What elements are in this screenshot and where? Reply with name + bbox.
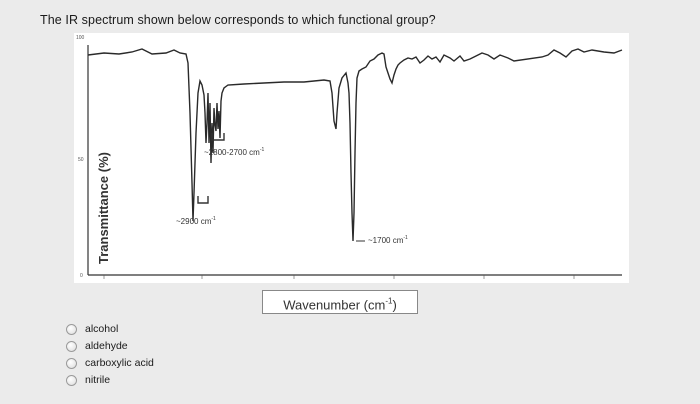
x-axis-unit: -1: [385, 297, 393, 306]
x-axis-label-close: ): [392, 297, 397, 313]
option-aldehyde[interactable]: aldehyde: [66, 338, 154, 354]
y-tick-100: 100: [76, 35, 85, 41]
annotation-1700: ~1700 cm-1: [368, 235, 408, 245]
option-label: alcohol: [85, 323, 119, 335]
option-alcohol[interactable]: alcohol: [66, 321, 154, 337]
y-tick-50: 50: [78, 157, 84, 163]
option-label: nitrile: [85, 374, 111, 386]
spectrum-trace: [87, 48, 623, 242]
answer-options: alcohol aldehyde carboxylic acid nitrile: [66, 321, 154, 389]
option-label: aldehyde: [85, 340, 128, 352]
ir-spectrum-figure: 100 50 0 ~2800-2700 cm-1 ~2900 cm-1 ~170…: [74, 33, 629, 283]
radio-button[interactable]: [66, 340, 77, 352]
x-axis-label: Wavenumber (cm-1): [262, 290, 418, 314]
radio-button[interactable]: [66, 374, 77, 386]
radio-button[interactable]: [66, 323, 77, 335]
y-tick-0: 0: [80, 273, 83, 279]
x-axis-label-text: Wavenumber (cm: [283, 297, 386, 313]
x-ticks: [103, 275, 575, 279]
ir-spectrum-plot: 100 50 0 ~2800-2700 cm-1 ~2900 cm-1 ~170…: [76, 35, 623, 279]
bracket-2900: [197, 196, 209, 204]
annotation-2800-2700: ~2800-2700 cm-1: [204, 147, 264, 157]
annotation-2900: ~2900 cm-1: [176, 216, 216, 226]
radio-button[interactable]: [66, 357, 77, 369]
option-carboxylic-acid[interactable]: carboxylic acid: [66, 355, 154, 371]
option-nitrile[interactable]: nitrile: [66, 372, 154, 388]
bracket-2800: [211, 133, 225, 141]
question-text: The IR spectrum shown below corresponds …: [40, 13, 436, 27]
y-axis-label: Transmittance (%): [96, 152, 111, 264]
option-label: carboxylic acid: [85, 357, 154, 369]
